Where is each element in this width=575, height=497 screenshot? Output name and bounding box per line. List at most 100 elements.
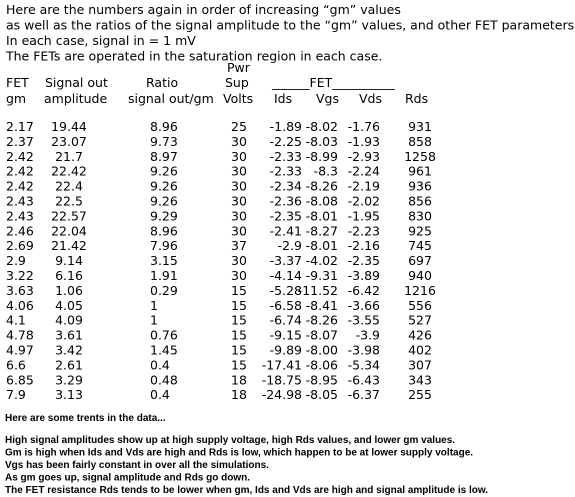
table-cell: 0.76	[150, 328, 178, 343]
table-cell: 402	[408, 343, 432, 358]
table-cell: 527	[408, 313, 432, 328]
table-cell: -8.07	[306, 328, 338, 343]
table-cell: -3.89	[348, 268, 380, 283]
table-cell: -11.52	[298, 283, 338, 298]
table-cell: -17.41	[262, 357, 302, 372]
header-text: ______FET__________	[271, 75, 395, 90]
table-cell: -2.35	[348, 253, 380, 268]
column-header: gm	[6, 91, 26, 106]
table-cell: -1.89	[270, 119, 302, 134]
table-cell: 1	[150, 298, 158, 313]
table-cell: 925	[408, 223, 432, 238]
table-cell: 745	[408, 238, 432, 253]
table-cell: 8.96	[150, 223, 178, 238]
table-cell: 30	[231, 223, 247, 238]
table-cell: -3.98	[348, 343, 380, 358]
table-cell: -2.24	[348, 164, 380, 179]
table-cell: 2.46	[6, 223, 34, 238]
table-cell: -8.05	[306, 387, 338, 402]
table-cell: 22.42	[51, 164, 87, 179]
table-cell: -3.66	[348, 298, 380, 313]
table-cell: -4.02	[306, 253, 338, 268]
table-cell: 0.4	[150, 357, 170, 372]
table-cell: 936	[408, 179, 432, 194]
table-cell: -2.36	[270, 194, 302, 209]
column-header: Vgs	[316, 91, 339, 106]
column-header: Volts	[223, 91, 253, 106]
table-cell: -24.98	[262, 387, 302, 402]
table-cell: 15	[231, 313, 247, 328]
table-cell: 30	[231, 253, 247, 268]
table-cell: 1.06	[55, 283, 83, 298]
table-cell: -2.23	[348, 223, 380, 238]
table-cell: 30	[231, 268, 247, 283]
table-cell: -2.25	[270, 134, 302, 149]
table-cell: -1.95	[348, 208, 380, 223]
table-cell: -9.31	[306, 268, 338, 283]
table-cell: 9.29	[150, 208, 178, 223]
table-cell: 556	[408, 298, 432, 313]
table-cell: -1.76	[348, 119, 380, 134]
table-cell: -2.33	[270, 149, 302, 164]
table-cell: -3.37	[270, 253, 302, 268]
table-cell: 22.5	[55, 194, 83, 209]
table-cell: -1.93	[348, 134, 380, 149]
table-cell: -6.43	[348, 372, 380, 387]
header-text: Ratio	[146, 75, 178, 90]
table-cell: 9.73	[150, 134, 178, 149]
table-cell: 9.14	[55, 253, 83, 268]
table-cell: 22.4	[55, 179, 83, 194]
table-cell: 4.78	[6, 328, 34, 343]
trend-line: High signal amplitudes show up at high s…	[5, 435, 455, 446]
header-text: Signal out	[45, 75, 108, 90]
table-cell: 1216	[404, 283, 436, 298]
trend-line: Vgs has been fairly constant in over all…	[5, 460, 269, 471]
column-header: Ids	[274, 91, 292, 106]
table-cell: 426	[408, 328, 432, 343]
table-cell: 1.91	[150, 268, 178, 283]
table-cell: 3.63	[6, 283, 34, 298]
table-cell: 30	[231, 149, 247, 164]
intro-line: In each case, signal in = 1 mV	[6, 33, 196, 48]
table-cell: -8.26	[306, 179, 338, 194]
table-cell: 21.7	[55, 149, 83, 164]
table-cell: -9.15	[270, 328, 302, 343]
header-text: Pwr	[227, 60, 251, 75]
table-cell: 37	[231, 238, 247, 253]
table-cell: 3.29	[55, 372, 83, 387]
table-cell: 830	[408, 208, 432, 223]
table-cell: 9.26	[150, 164, 178, 179]
table-cell: 18	[231, 387, 247, 402]
table-cell: 19.44	[51, 119, 87, 134]
table-cell: 23.07	[51, 134, 87, 149]
table-cell: 255	[408, 387, 432, 402]
trend-line: The FET resistance Rds tends to be lower…	[5, 485, 488, 496]
trend-line: Gm is high when Ids and Vds are high and…	[5, 448, 473, 459]
table-cell: 8.96	[150, 119, 178, 134]
table-cell: 961	[408, 164, 432, 179]
table-cell: -8.99	[306, 149, 338, 164]
table-cell: 1258	[404, 149, 436, 164]
intro-line: as well as the ratios of the signal ampl…	[6, 18, 574, 33]
table-cell: 3.22	[6, 268, 34, 283]
table-cell: -2.19	[348, 179, 380, 194]
table-cell: -8.02	[306, 119, 338, 134]
table-cell: -8.3	[314, 164, 338, 179]
table-cell: 0.48	[150, 372, 178, 387]
table-cell: 22.04	[51, 223, 87, 238]
table-cell: 2.42	[6, 149, 34, 164]
table-cell: 15	[231, 283, 247, 298]
intro-line: Here are the numbers again in order of i…	[6, 2, 401, 17]
table-cell: -3.9	[356, 328, 380, 343]
column-header: Rds	[405, 91, 428, 106]
table-cell: 858	[408, 134, 432, 149]
table-cell: -2.34	[270, 179, 302, 194]
table-cell: -8.00	[306, 343, 338, 358]
table-cell: -8.08	[306, 194, 338, 209]
table-cell: -2.33	[270, 164, 302, 179]
table-cell: 2.43	[6, 208, 34, 223]
table-cell: -6.42	[348, 283, 380, 298]
table-cell: 4.05	[55, 298, 83, 313]
header-text: FET	[6, 75, 29, 90]
